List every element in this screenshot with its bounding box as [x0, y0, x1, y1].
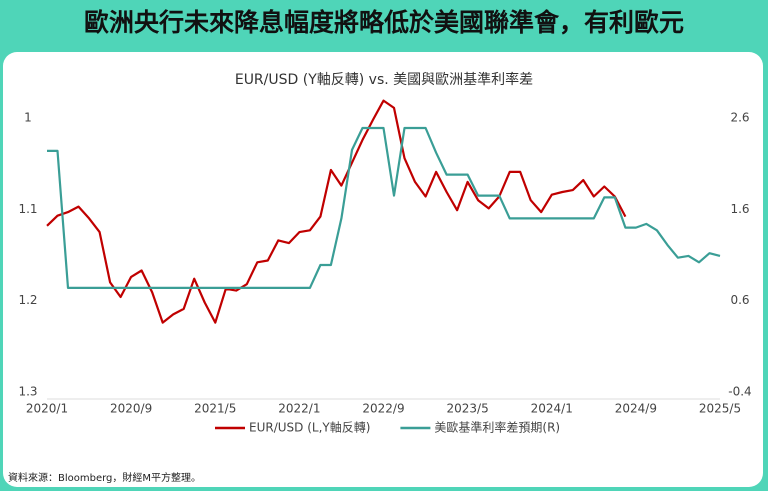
x-tick-label: 2024/1 [531, 402, 573, 416]
series-line [47, 126, 721, 289]
y-tick-label: 1 [24, 110, 32, 124]
y2-tick-label: 1.6 [730, 202, 749, 216]
x-tick-label: 2020/9 [110, 402, 152, 416]
x-tick-label: 2022/9 [362, 402, 404, 416]
y-tick-label: 1.1 [18, 202, 37, 216]
x-tick-label: 2023/5 [447, 402, 489, 416]
y2-tick-label: 2.6 [730, 110, 749, 124]
chart-title: EUR/USD (Y軸反轉) vs. 美國與歐洲基準利率差 [235, 71, 533, 88]
footnote: 資料來源：Bloomberg，財經M平方整理。 [8, 473, 202, 484]
x-tick-label: 2025/5 [699, 402, 741, 416]
series-line [46, 99, 627, 324]
y2-tick-label: 0.6 [730, 293, 749, 307]
y-tick-label: 1.3 [18, 385, 37, 399]
header-title: 歐洲央行未來降息幅度將略低於美國聯準會，有利歐元 [83, 8, 684, 37]
y2-tick-label: -0.4 [728, 385, 751, 399]
x-tick-label: 2024/9 [615, 402, 657, 416]
chart-card [3, 52, 763, 487]
legend-label: EUR/USD (L,Y軸反轉) [249, 421, 370, 435]
legend-label: 美歐基準利率差預期(R) [434, 420, 560, 435]
y-tick-label: 1.2 [18, 293, 37, 307]
x-tick-label: 2022/1 [278, 402, 320, 416]
x-tick-label: 2021/5 [194, 402, 236, 416]
x-tick-label: 2020/1 [26, 402, 68, 416]
